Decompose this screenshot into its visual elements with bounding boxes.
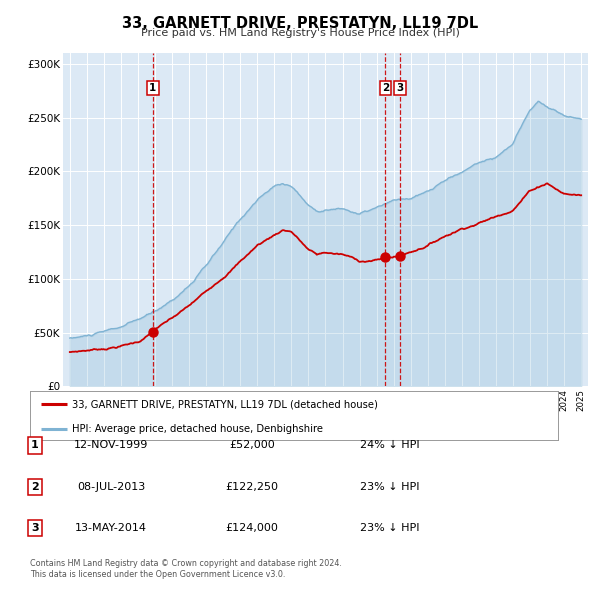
Text: 33, GARNETT DRIVE, PRESTATYN, LL19 7DL: 33, GARNETT DRIVE, PRESTATYN, LL19 7DL	[122, 16, 478, 31]
Text: £122,250: £122,250	[226, 482, 278, 491]
Text: 23% ↓ HPI: 23% ↓ HPI	[360, 523, 419, 533]
Text: 2: 2	[382, 83, 389, 93]
Text: Price paid vs. HM Land Registry's House Price Index (HPI): Price paid vs. HM Land Registry's House …	[140, 28, 460, 38]
Text: 1: 1	[149, 83, 157, 93]
Text: HPI: Average price, detached house, Denbighshire: HPI: Average price, detached house, Denb…	[72, 424, 323, 434]
Text: £124,000: £124,000	[226, 523, 278, 533]
Text: 13-MAY-2014: 13-MAY-2014	[75, 523, 147, 533]
Text: £52,000: £52,000	[229, 441, 275, 450]
Text: This data is licensed under the Open Government Licence v3.0.: This data is licensed under the Open Gov…	[30, 571, 286, 579]
Text: 24% ↓ HPI: 24% ↓ HPI	[360, 441, 419, 450]
Text: 3: 3	[31, 523, 38, 533]
Text: 23% ↓ HPI: 23% ↓ HPI	[360, 482, 419, 491]
Text: 1: 1	[31, 441, 38, 450]
Text: 33, GARNETT DRIVE, PRESTATYN, LL19 7DL (detached house): 33, GARNETT DRIVE, PRESTATYN, LL19 7DL (…	[72, 399, 378, 409]
Text: Contains HM Land Registry data © Crown copyright and database right 2024.: Contains HM Land Registry data © Crown c…	[30, 559, 342, 568]
Text: 12-NOV-1999: 12-NOV-1999	[74, 441, 148, 450]
Text: 08-JUL-2013: 08-JUL-2013	[77, 482, 145, 491]
Text: 2: 2	[31, 482, 38, 491]
Text: 3: 3	[397, 83, 404, 93]
